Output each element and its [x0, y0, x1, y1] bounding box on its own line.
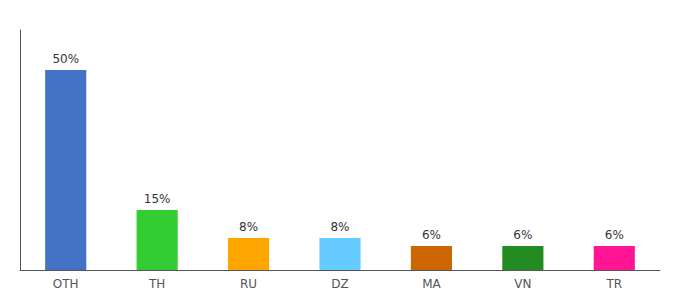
svg-text:VN: VN [514, 277, 531, 291]
svg-text:TR: TR [605, 277, 622, 291]
svg-text:8%: 8% [330, 220, 349, 234]
svg-text:50%: 50% [52, 52, 79, 66]
svg-text:8%: 8% [239, 220, 258, 234]
svg-text:DZ: DZ [331, 277, 348, 291]
svg-text:RU: RU [240, 277, 257, 291]
svg-text:OTH: OTH [53, 277, 79, 291]
svg-text:15%: 15% [144, 192, 171, 206]
svg-text:6%: 6% [605, 228, 624, 242]
svg-text:MA: MA [422, 277, 441, 291]
svg-text:6%: 6% [422, 228, 441, 242]
svg-text:TH: TH [148, 277, 165, 291]
svg-text:6%: 6% [513, 228, 532, 242]
